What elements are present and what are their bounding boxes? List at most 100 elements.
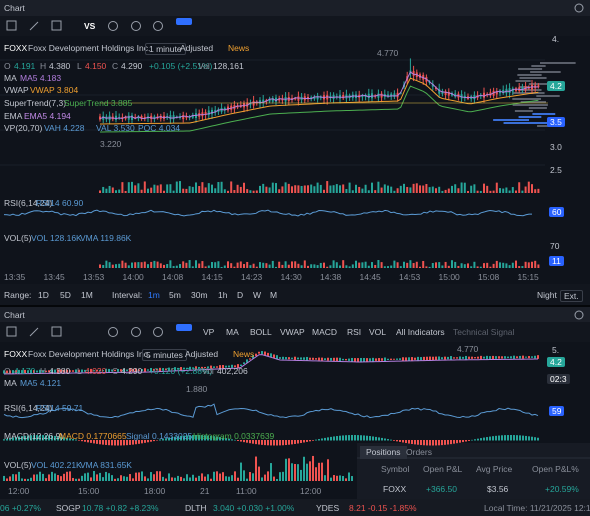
volume-bar [132, 478, 134, 481]
indicator-name: VOL(5) [4, 460, 32, 470]
adjust-select[interactable]: Adjusted [180, 43, 214, 53]
divider [0, 305, 590, 307]
volume-bar [393, 260, 396, 268]
volume-bar [473, 184, 476, 193]
volume-bar [396, 188, 399, 193]
price-axis-label: 3.0 [550, 142, 562, 152]
candle [141, 369, 143, 372]
time-label: 12:00 [8, 486, 30, 496]
interval-button[interactable]: 1h [218, 290, 228, 300]
interval-button[interactable]: 5m [169, 290, 181, 300]
volume-bar [438, 262, 441, 268]
toolbar-button[interactable]: VWAP [280, 327, 305, 337]
range-button[interactable]: 1M [81, 290, 93, 300]
candle [171, 368, 173, 370]
orders-tab[interactable]: Orders [406, 447, 432, 457]
candle [252, 355, 254, 359]
ma-line [3, 354, 539, 375]
candle [144, 368, 146, 372]
macd-bar [339, 435, 341, 441]
toolbar-button[interactable]: All Indicators [396, 327, 445, 337]
tab[interactable]: Chart [4, 3, 25, 13]
toolbar-button[interactable]: VS [84, 21, 96, 31]
volume-bar [270, 463, 272, 481]
interval-button[interactable]: D [237, 290, 244, 300]
candle [310, 97, 313, 99]
interval-button[interactable]: W [253, 290, 262, 300]
interval-select[interactable]: 1 minute [145, 43, 186, 55]
volume-bar [278, 261, 281, 268]
volume-bar [138, 472, 140, 481]
interval-button[interactable]: 30m [191, 290, 208, 300]
volume-bar [195, 477, 197, 481]
candle [140, 116, 143, 120]
toolbar-button[interactable]: BOLL [250, 327, 272, 337]
volume-bar [262, 183, 265, 193]
volume-bar [425, 266, 428, 268]
volume-bar [24, 478, 26, 481]
symbol: FOXX [4, 349, 28, 359]
volume-bar [444, 261, 447, 268]
volume-bar [48, 474, 50, 481]
news-button[interactable]: News [228, 43, 250, 53]
volume-bar [345, 265, 348, 268]
volume-bar [495, 260, 498, 268]
positions-tab[interactable]: Positions [360, 446, 407, 459]
candle [465, 355, 467, 360]
volume-bar [239, 261, 242, 268]
toolbar-button[interactable]: VP [203, 327, 215, 337]
candle [522, 355, 524, 359]
interval-button[interactable]: 1m [148, 290, 160, 300]
candle [255, 353, 257, 356]
toolbar-button[interactable]: MACD [312, 327, 338, 337]
macd-bar [477, 438, 479, 441]
volume-bar [294, 464, 296, 481]
range-button[interactable]: 5D [60, 290, 71, 300]
volume-bar [406, 262, 409, 268]
toolbar-icons [6, 3, 584, 337]
macd-bar [54, 435, 56, 441]
volume-bar [300, 186, 303, 193]
toolbar-button[interactable]: MA [226, 327, 239, 337]
news-button[interactable]: News [233, 349, 255, 359]
macd-bar [480, 438, 482, 441]
candle [396, 358, 398, 360]
session-button[interactable]: Ext. [560, 290, 583, 302]
position-cell[interactable]: FOXX [383, 484, 407, 494]
volume-bar [195, 182, 197, 193]
macd-bar [303, 440, 305, 443]
volume-bar [326, 181, 329, 193]
volume-bar [435, 262, 437, 268]
range-button[interactable]: 1D [38, 290, 49, 300]
macd-bar [399, 440, 401, 442]
macd-bar [9, 438, 11, 441]
tab[interactable]: Chart [4, 310, 25, 320]
candle [36, 370, 38, 373]
adjust-select[interactable]: Adjusted [185, 349, 219, 359]
candle [131, 115, 133, 120]
candle [378, 358, 380, 362]
candle [261, 351, 263, 355]
candle [291, 98, 293, 100]
volume-bar [236, 184, 239, 193]
session-button[interactable]: Night [537, 290, 557, 300]
macd-bar [27, 435, 29, 441]
volume-bar [93, 471, 95, 481]
toolbar-button[interactable]: RSI [347, 327, 362, 337]
candle [516, 356, 518, 359]
macd-bar [51, 435, 53, 441]
macd-bar [78, 440, 80, 441]
macd-bar [411, 440, 413, 444]
toolbar-button[interactable]: Technical Signal [453, 327, 515, 337]
macd-bar [324, 437, 326, 441]
volume-bar [268, 264, 271, 268]
macd-bar [297, 440, 299, 444]
candle [318, 357, 320, 361]
candle [499, 90, 501, 94]
candle [473, 95, 476, 100]
toolbar-button[interactable]: VOL [369, 327, 387, 337]
interval-select[interactable]: 5 minutes [142, 349, 187, 361]
interval-button[interactable]: M [270, 290, 278, 300]
price-axis-label: 02:3 [547, 374, 570, 384]
volume-bar [316, 182, 319, 193]
